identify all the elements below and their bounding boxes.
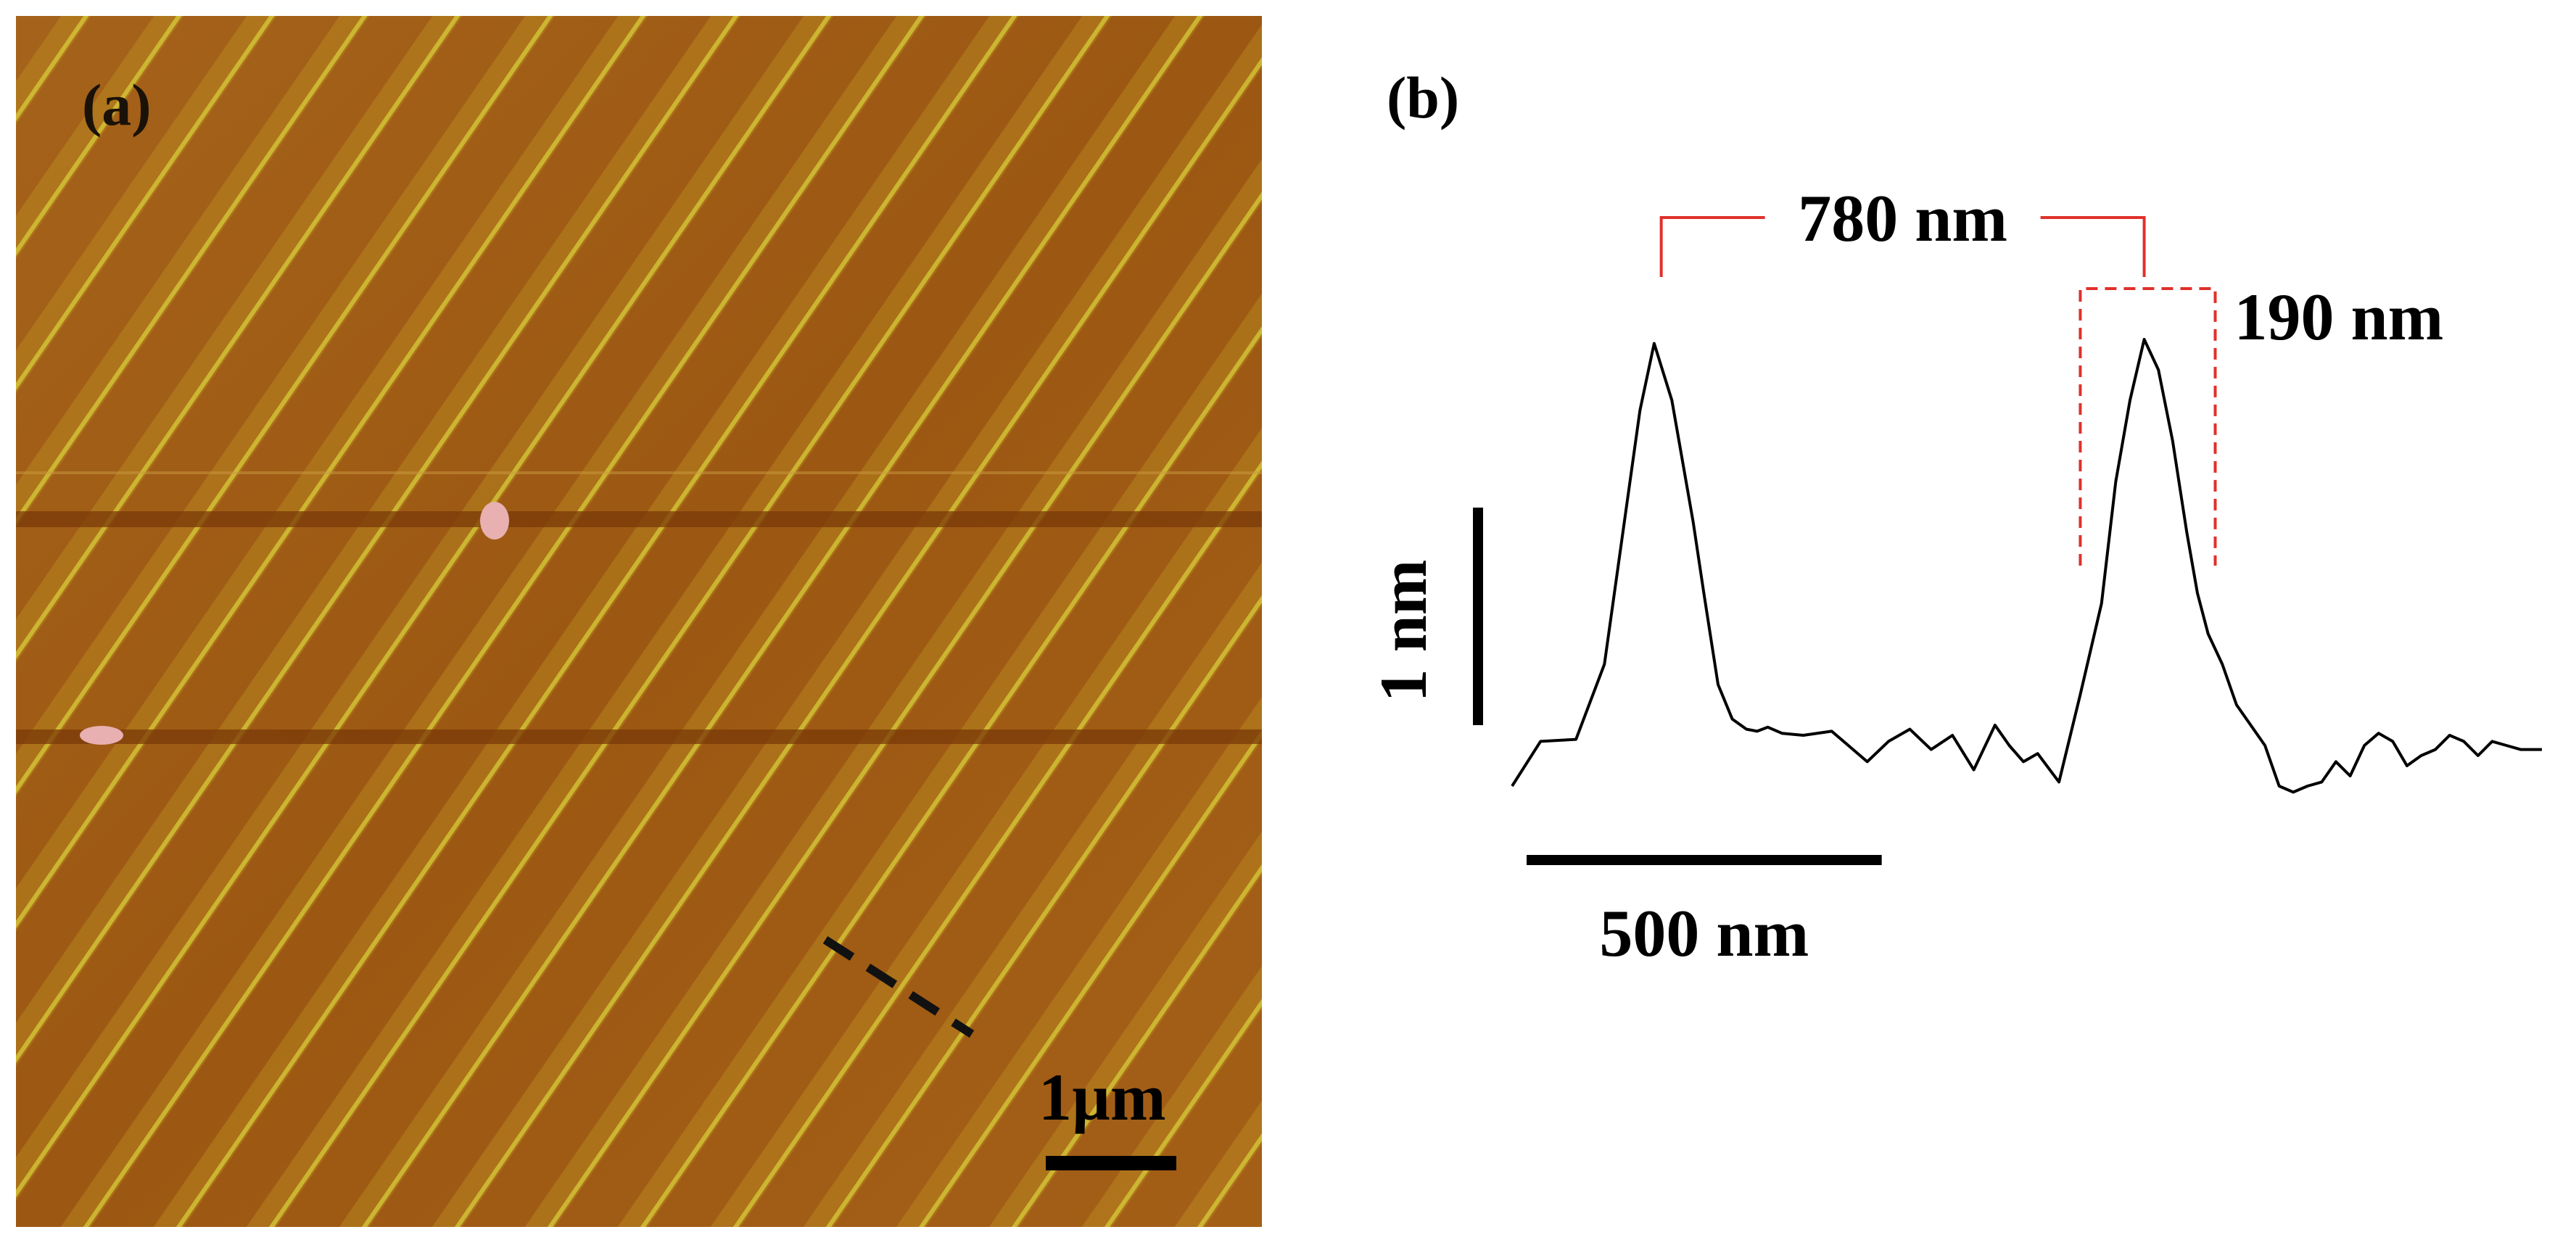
afm-step-edge (1104, 999, 1262, 1227)
afm-terrace-band (803, 562, 1262, 1227)
afm-terrace-band (1366, 0, 2222, 1240)
afm-step-edge (16, 16, 461, 660)
afm-step-edge (918, 729, 1262, 1227)
afm-terrace-band (710, 428, 1262, 1227)
afm-scale-bar-label: 1µm (1039, 1060, 1166, 1134)
afm-terrace-band (60, 16, 927, 1227)
afm-step-edge (1011, 864, 1262, 1227)
afm-terrace-band (16, 16, 834, 1201)
afm-step-edge (83, 16, 925, 1227)
afm-terrace-band (524, 159, 1262, 1227)
afm-terrace-band (1081, 966, 1262, 1227)
height-profile-series-line (1511, 338, 2542, 794)
afm-terrace-band (16, 16, 741, 1067)
afm-step-edge (16, 16, 646, 929)
afm-terrace-band (16, 16, 370, 529)
line-profile-panel: (b) 780 nm 190 nm 1 nm 500 nm (1366, 65, 2542, 970)
afm-terrace-band (153, 16, 1020, 1227)
afm-step-stripes (16, 0, 2222, 1240)
peak-width-label: 190 nm (2234, 280, 2444, 354)
afm-defect-particle-2 (80, 726, 123, 745)
afm-step-edge (825, 595, 1262, 1227)
peak-width-box: 190 nm (2078, 280, 2444, 566)
peak-width-dashed-box (2078, 287, 2217, 566)
afm-terrace-band (16, 16, 463, 663)
afm-step-edge (16, 16, 182, 257)
peak-distance-bracket-line (1659, 216, 2146, 277)
afm-step-edge (454, 57, 1262, 1227)
afm-scan-light-line (16, 471, 1262, 474)
length-scale-bar-group: 500 nm (1527, 855, 1882, 970)
afm-terrace-band (896, 697, 1262, 1227)
afm-step-edge (547, 191, 1262, 1227)
afm-terrace-band (16, 16, 277, 394)
afm-defect-particle-1 (480, 502, 509, 540)
length-scale-label: 500 nm (1599, 896, 1809, 970)
afm-step-edge (268, 16, 1110, 1227)
afm-scan-streak-2 (16, 729, 1262, 744)
afm-step-edge (176, 16, 1017, 1227)
afm-step-edge (16, 16, 739, 1064)
afm-terrace-band (16, 16, 184, 260)
afm-terrace-band (16, 16, 556, 798)
afm-step-edge (16, 16, 275, 391)
height-profile-points (1512, 339, 2542, 793)
afm-terrace-band (16, 16, 648, 932)
afm-image-panel: (a) 1µm (16, 0, 2222, 1240)
height-scale-bar-group: 1 nm (1366, 508, 1483, 725)
afm-step-edge (640, 326, 1262, 1227)
afm-terrace-band (246, 16, 1112, 1227)
afm-step-edge (361, 16, 1203, 1227)
afm-step-edge (732, 460, 1262, 1227)
afm-terrace-band (988, 831, 1262, 1227)
afm-scan-streak-1 (16, 511, 1262, 527)
afm-step-edge (16, 16, 368, 526)
panel-b-label: (b) (1387, 65, 1459, 131)
afm-terrace-band (432, 24, 1262, 1227)
profile-cut-dashed-line (822, 935, 975, 1038)
peak-distance-label: 780 nm (1798, 181, 2007, 255)
afm-terrace-band (617, 293, 1262, 1227)
height-profile-plot (1511, 338, 2542, 794)
afm-step-edge (16, 16, 832, 1198)
peak-distance-bracket: 780 nm (1659, 181, 2146, 277)
afm-terrace-band (339, 16, 1205, 1227)
panel-a-label: (a) (82, 72, 152, 138)
height-scale-label: 1 nm (1366, 560, 1440, 703)
afm-step-edge (16, 16, 553, 795)
